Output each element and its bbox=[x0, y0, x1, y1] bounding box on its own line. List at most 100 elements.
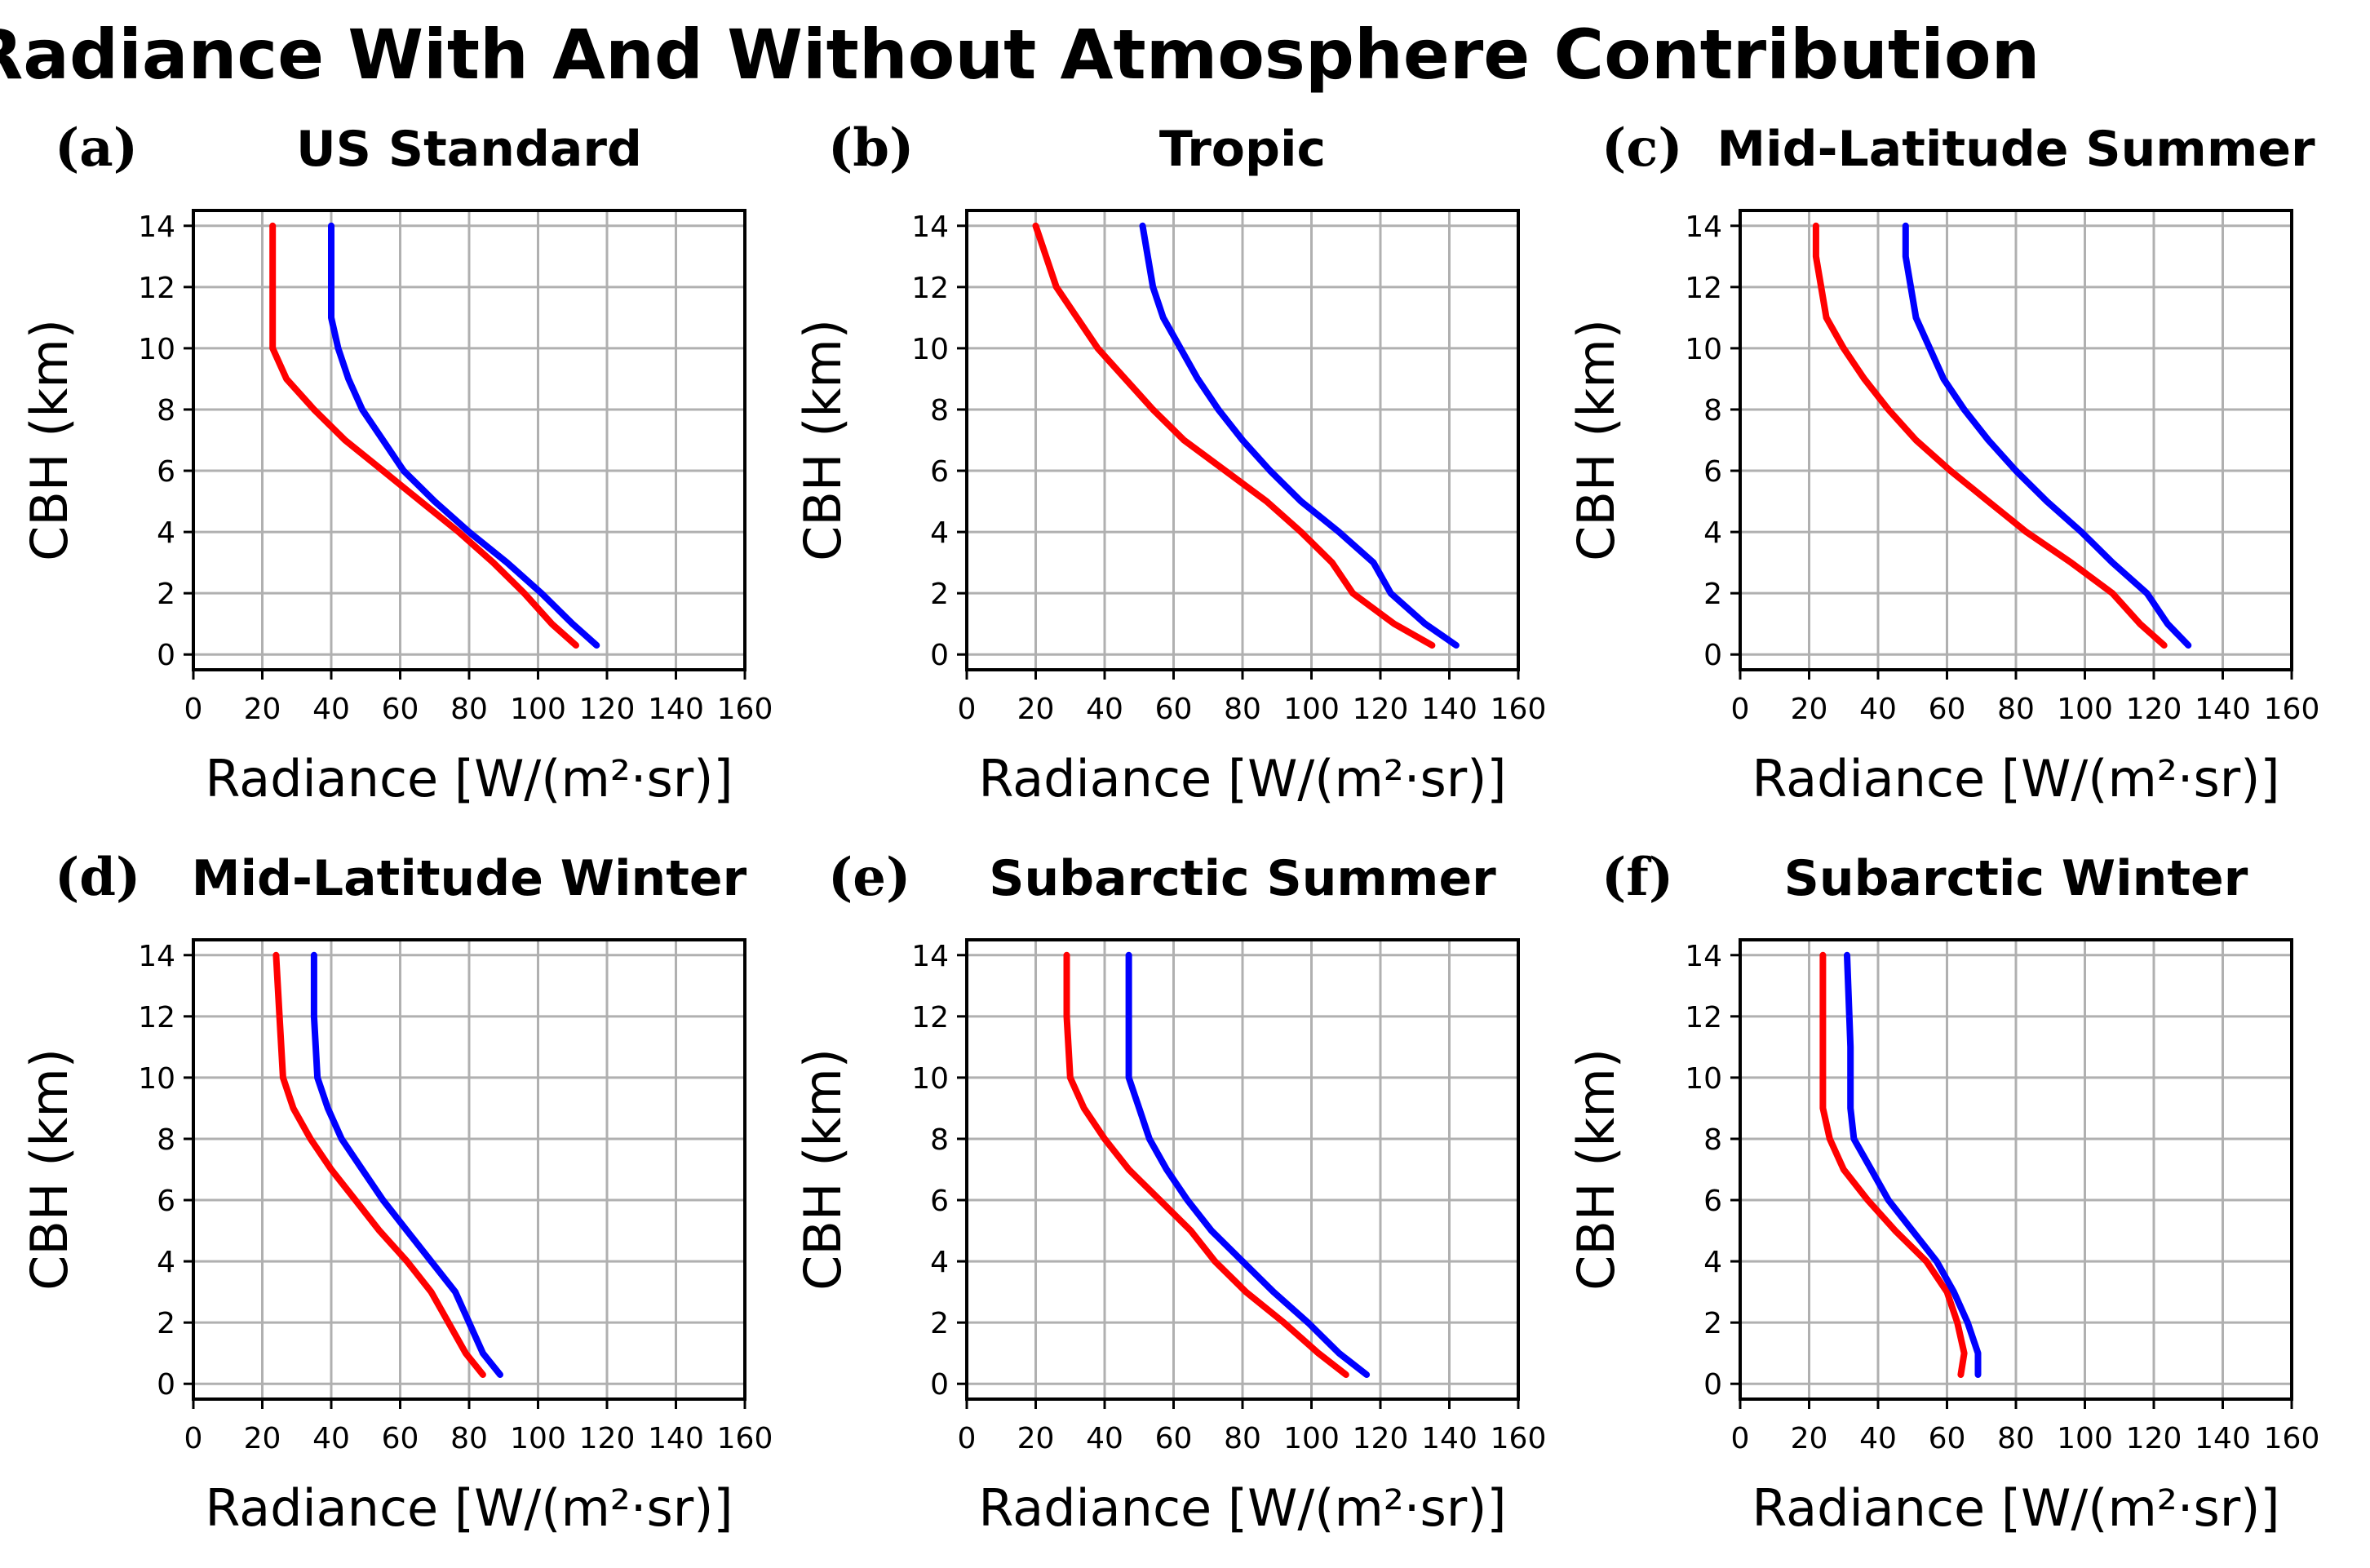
y-tick-label: 0 bbox=[157, 639, 175, 672]
x-tick-label: 120 bbox=[1353, 1422, 1409, 1455]
x-tick-label: 160 bbox=[717, 693, 773, 726]
x-tick-label: 140 bbox=[648, 1422, 704, 1455]
y-tick-label: 6 bbox=[930, 1185, 949, 1218]
y-tick-label: 4 bbox=[930, 1246, 949, 1279]
x-tick-label: 100 bbox=[2057, 1422, 2113, 1455]
y-tick-label: 8 bbox=[1703, 1123, 1722, 1157]
y-tick-label: 10 bbox=[138, 1062, 175, 1096]
x-axis-label: Radiance [W/(m²·sr)] bbox=[1752, 1478, 2279, 1538]
y-tick-label: 0 bbox=[1703, 639, 1722, 672]
x-tick-label: 160 bbox=[1491, 1422, 1547, 1455]
series-line-red bbox=[272, 951, 486, 1378]
panel-title: Subarctic Summer bbox=[989, 850, 1496, 907]
y-tick-label: 14 bbox=[1685, 210, 1722, 244]
series-line-blue bbox=[1125, 951, 1371, 1378]
x-tick-label: 140 bbox=[1421, 693, 1477, 726]
x-tick-label: 0 bbox=[184, 693, 203, 726]
x-tick-label: 80 bbox=[450, 1422, 488, 1455]
x-tick-label: 0 bbox=[184, 1422, 203, 1455]
x-tick-label: 140 bbox=[648, 693, 704, 726]
y-tick-label: 4 bbox=[157, 1246, 175, 1279]
x-tick-label: 40 bbox=[1086, 693, 1123, 726]
panel-letter: (f) bbox=[1601, 847, 1673, 908]
y-tick-label: 6 bbox=[157, 1185, 175, 1218]
y-tick-label: 6 bbox=[157, 455, 175, 489]
figure-title: Radiance With And Without Atmosphere Con… bbox=[0, 15, 2040, 95]
x-tick-label: 120 bbox=[2126, 1422, 2182, 1455]
panel-letter: (a) bbox=[55, 117, 138, 179]
x-tick-label: 0 bbox=[1731, 693, 1750, 726]
x-tick-label: 160 bbox=[2264, 1422, 2320, 1455]
y-tick-label: 0 bbox=[1703, 1368, 1722, 1402]
y-axis-label: CBH (km) bbox=[1566, 1048, 1626, 1291]
y-tick-label: 2 bbox=[157, 1307, 175, 1340]
y-tick-label: 10 bbox=[911, 333, 949, 366]
y-axis-label: CBH (km) bbox=[793, 1048, 853, 1291]
chart-panel: (b) Tropic 0 20 40 60 80 100 120 140 160 0 2 4 6 8 10 12 1… bbox=[793, 117, 1546, 808]
x-tick-label: 120 bbox=[1353, 693, 1409, 726]
y-tick-label: 14 bbox=[138, 940, 175, 973]
y-tick-label: 12 bbox=[138, 272, 175, 305]
x-tick-label: 80 bbox=[1997, 1422, 2035, 1455]
x-tick-label: 80 bbox=[450, 693, 488, 726]
y-tick-label: 2 bbox=[157, 578, 175, 611]
panel-letter: (c) bbox=[1601, 117, 1683, 179]
panel-title: Mid-Latitude Summer bbox=[1717, 121, 2315, 178]
x-tick-label: 100 bbox=[2057, 693, 2113, 726]
x-tick-label: 20 bbox=[1017, 693, 1055, 726]
x-tick-label: 20 bbox=[1791, 1422, 1828, 1455]
x-tick-label: 60 bbox=[1155, 1422, 1193, 1455]
series-line-red bbox=[269, 222, 579, 649]
y-axis-label: CBH (km) bbox=[20, 319, 79, 561]
y-tick-label: 4 bbox=[1703, 1246, 1722, 1279]
x-tick-label: 0 bbox=[1731, 1422, 1750, 1455]
chart-panel: (a) US Standard 0 20 40 60 80 100 120 140 160 0 2 4 6 8… bbox=[20, 117, 773, 808]
series-line-blue bbox=[1139, 222, 1460, 649]
x-tick-label: 140 bbox=[1421, 1422, 1477, 1455]
y-tick-label: 12 bbox=[138, 1001, 175, 1034]
panel-title: Tropic bbox=[1159, 121, 1326, 178]
y-tick-label: 0 bbox=[930, 1368, 949, 1402]
y-tick-label: 10 bbox=[138, 333, 175, 366]
y-tick-label: 10 bbox=[911, 1062, 949, 1096]
x-tick-label: 20 bbox=[244, 1422, 281, 1455]
series-line-blue bbox=[310, 951, 503, 1378]
y-tick-label: 2 bbox=[930, 1307, 949, 1340]
x-tick-label: 0 bbox=[958, 693, 977, 726]
x-tick-label: 60 bbox=[382, 1422, 419, 1455]
x-tick-label: 120 bbox=[579, 693, 636, 726]
y-tick-label: 2 bbox=[1703, 578, 1722, 611]
y-tick-label: 6 bbox=[1703, 1185, 1722, 1218]
y-tick-label: 4 bbox=[157, 516, 175, 550]
x-tick-label: 160 bbox=[2264, 693, 2320, 726]
y-tick-label: 10 bbox=[1685, 1062, 1722, 1096]
panel-title: US Standard bbox=[296, 121, 642, 178]
x-tick-label: 140 bbox=[2195, 693, 2251, 726]
x-tick-label: 100 bbox=[510, 1422, 566, 1455]
y-tick-label: 12 bbox=[1685, 1001, 1722, 1034]
y-tick-label: 14 bbox=[911, 210, 949, 244]
series-line-blue bbox=[1844, 951, 1982, 1378]
y-tick-label: 2 bbox=[930, 578, 949, 611]
x-tick-label: 120 bbox=[2126, 693, 2182, 726]
x-tick-label: 40 bbox=[312, 693, 350, 726]
y-tick-label: 2 bbox=[1703, 1307, 1722, 1340]
x-tick-label: 160 bbox=[1491, 693, 1547, 726]
x-tick-label: 80 bbox=[1224, 693, 1261, 726]
x-axis-label: Radiance [W/(m²·sr)] bbox=[205, 1478, 733, 1538]
series-line-blue bbox=[328, 222, 600, 649]
y-tick-label: 12 bbox=[1685, 272, 1722, 305]
panel-letter: (b) bbox=[828, 117, 914, 179]
x-tick-label: 0 bbox=[958, 1422, 977, 1455]
x-axis-label: Radiance [W/(m²·sr)] bbox=[978, 749, 1506, 808]
y-tick-label: 14 bbox=[911, 940, 949, 973]
x-tick-label: 20 bbox=[1791, 693, 1828, 726]
x-tick-label: 20 bbox=[244, 693, 281, 726]
x-tick-label: 80 bbox=[1997, 693, 2035, 726]
series-line-red bbox=[1032, 222, 1436, 649]
x-axis-label: Radiance [W/(m²·sr)] bbox=[1752, 749, 2279, 808]
